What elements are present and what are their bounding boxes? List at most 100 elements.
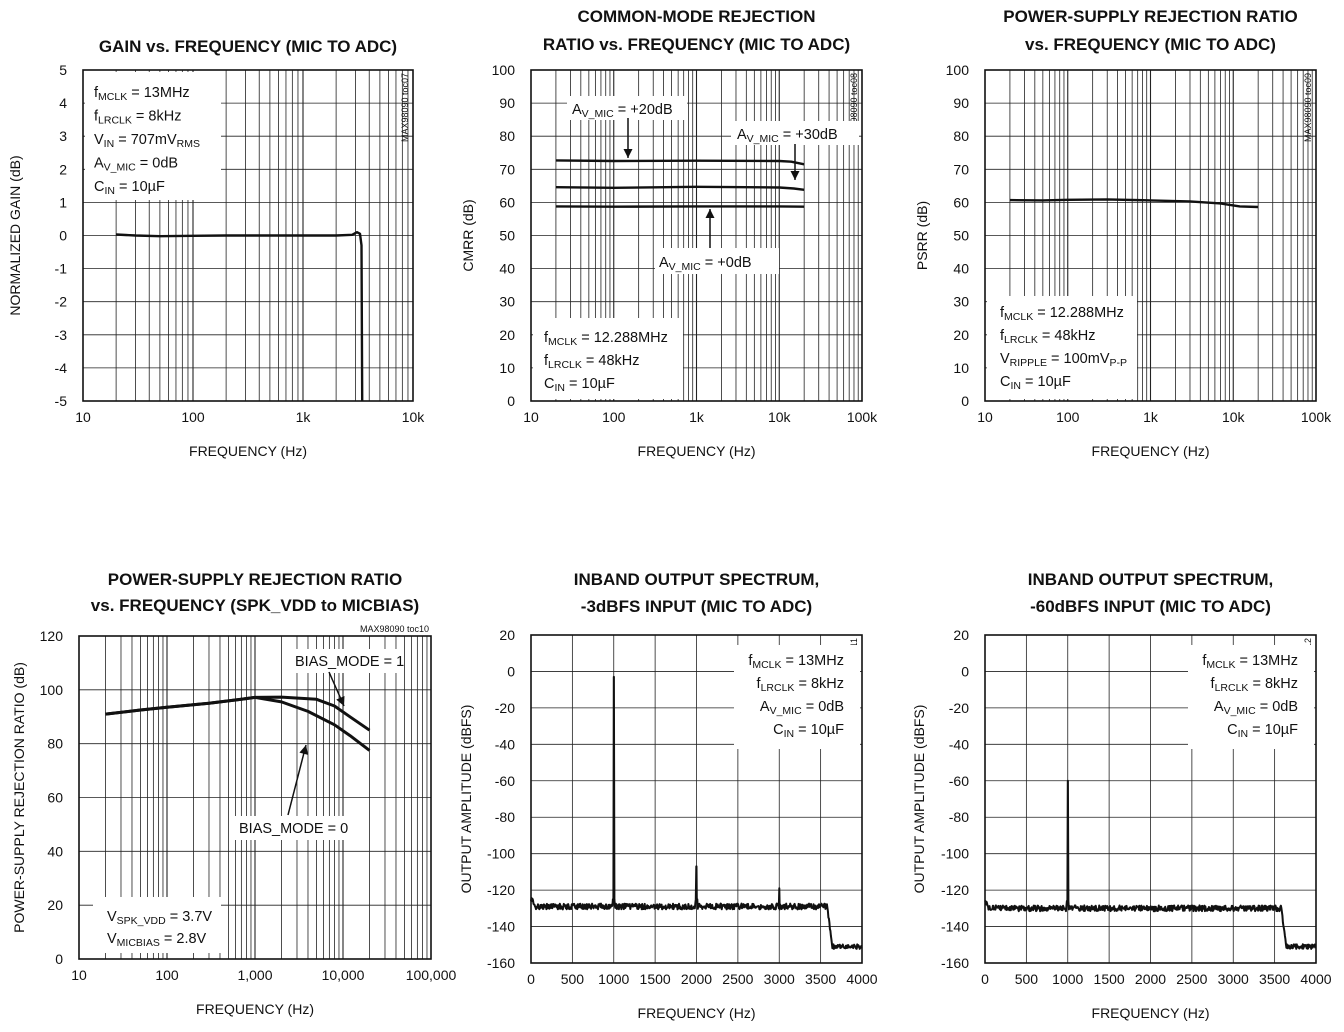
x-tick-label: 1k [296,409,312,425]
x-tick-label: 1k [689,409,705,425]
y-tick-label: 40 [47,843,63,859]
x-tick-label: 3500 [1259,971,1290,987]
x-tick-label: 4000 [846,971,877,987]
y-tick-label: 100 [40,682,64,698]
chart-5: INBAND OUTPUT SPECTRUM,-3dBFS INPUT (MIC… [458,570,878,1021]
chart-title: vs. FREQUENCY (MIC TO ADC) [1025,35,1276,54]
y-tick-label: 2 [59,161,67,177]
chart-title: INBAND OUTPUT SPECTRUM, [1028,570,1274,589]
chart-tag: MAX98090 toc09 [1303,73,1313,142]
series-line-1 [556,160,804,164]
chart-title: RATIO vs. FREQUENCY (MIC TO ADC) [543,35,850,54]
x-tick-label: 10,000 [322,967,365,983]
y-tick-label: 40 [499,261,515,277]
x-tick-label: 10 [75,409,91,425]
y-tick-label: -60 [495,773,515,789]
y-tick-label: 90 [499,95,515,111]
y-tick-label: 30 [499,294,515,310]
x-tick-label: 3000 [764,971,795,987]
x-tick-label: 2000 [681,971,712,987]
x-axis-label: FREQUENCY (Hz) [1092,443,1210,459]
arrow-30db-head [791,171,800,180]
series-label: BIAS_MODE = 0 [239,821,348,837]
y-tick-label: -4 [55,360,68,376]
y-tick-label: 80 [47,736,63,752]
x-tick-label: 10k [402,409,426,425]
series-line-1 [106,697,370,730]
y-tick-label: 0 [507,663,515,679]
x-tick-label: 1,000 [237,967,272,983]
y-tick-label: -140 [941,919,969,935]
y-tick-label: -40 [495,736,515,752]
x-tick-label: 100 [181,409,205,425]
x-tick-label: 100 [155,967,179,983]
y-tick-label: -120 [487,882,515,898]
x-tick-label: 500 [1015,971,1039,987]
x-tick-label: 10k [1222,409,1246,425]
y-tick-label: -160 [487,955,515,971]
y-tick-label: -40 [949,736,969,752]
y-tick-label: -20 [495,700,515,716]
y-tick-label: 4 [59,95,67,111]
y-tick-label: 10 [953,360,969,376]
x-tick-label: 100 [602,409,626,425]
x-tick-label: 1500 [1094,971,1125,987]
y-axis-label: NORMALIZED GAIN (dB) [7,155,23,315]
y-tick-label: 60 [953,194,969,210]
x-tick-label: 2000 [1135,971,1166,987]
y-tick-label: 20 [953,627,969,643]
y-tick-label: 100 [946,62,970,78]
y-tick-label: -100 [941,846,969,862]
y-tick-label: 0 [961,663,969,679]
y-tick-label: 3 [59,128,67,144]
chart-tag: MAX98090 toc07 [400,73,410,142]
y-tick-label: -80 [949,809,969,825]
chart-title: -60dBFS INPUT (MIC TO ADC) [1030,597,1271,616]
x-tick-label: 10 [523,409,539,425]
x-tick-label: 1000 [1052,971,1083,987]
y-tick-label: 50 [953,228,969,244]
y-tick-label: 120 [40,628,64,644]
y-tick-label: 60 [47,790,63,806]
x-tick-label: 1k [1143,409,1159,425]
series-label: BIAS_MODE = 1 [295,654,404,670]
chart-tag: MAX98090 toc10 [360,624,429,634]
x-tick-label: 500 [561,971,585,987]
y-tick-label: -160 [941,955,969,971]
y-tick-label: 20 [499,327,515,343]
x-axis-label: FREQUENCY (Hz) [638,443,756,459]
y-tick-label: -5 [55,393,68,409]
x-tick-label: 4000 [1300,971,1331,987]
x-tick-label: 100k [1301,409,1332,425]
y-tick-label: -2 [55,294,68,310]
series-line-1 [1010,199,1258,207]
y-tick-label: -120 [941,882,969,898]
y-tick-label: -140 [487,919,515,935]
x-tick-label: 100k [847,409,878,425]
series-line-2 [556,187,804,190]
x-tick-label: 0 [981,971,989,987]
y-tick-label: 1 [59,194,67,210]
arrow-0db-head [706,209,715,218]
y-axis-label: CMRR (dB) [460,199,476,271]
arrow-bias0-head [299,745,308,755]
x-tick-label: 2500 [1176,971,1207,987]
y-tick-label: 80 [953,128,969,144]
x-tick-label: 100 [1056,409,1080,425]
y-tick-label: 0 [961,393,969,409]
y-tick-label: 20 [499,627,515,643]
y-tick-label: 30 [953,294,969,310]
chart-title: COMMON-MODE REJECTION [578,7,816,26]
chart-title: POWER-SUPPLY REJECTION RATIO [108,570,402,589]
x-axis-label: FREQUENCY (Hz) [196,1001,314,1017]
y-tick-label: 70 [953,161,969,177]
x-tick-label: 0 [527,971,535,987]
y-tick-label: -80 [495,809,515,825]
y-axis-label: OUTPUT AMPLITUDE (dBFS) [458,705,474,894]
y-tick-label: 0 [55,951,63,967]
